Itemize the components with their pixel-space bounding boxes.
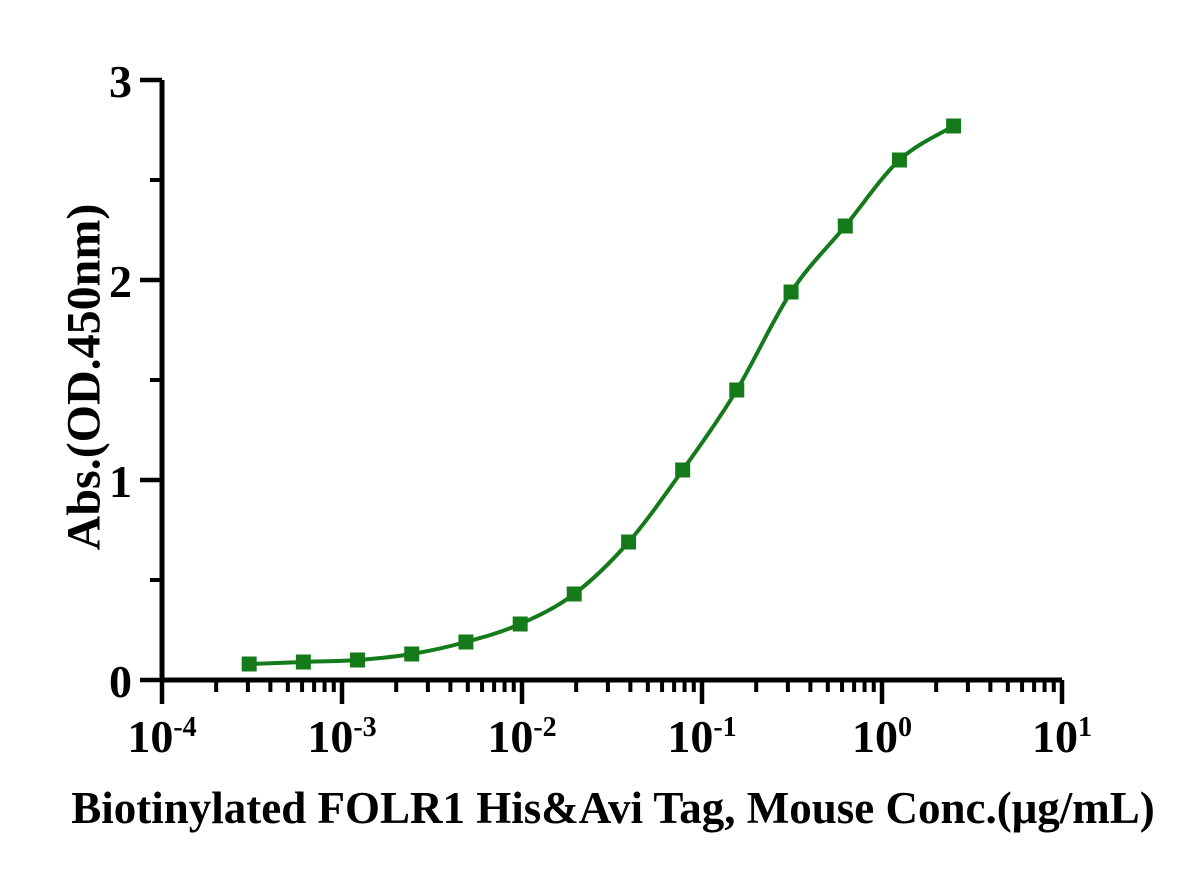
x-tick-label: 10-3: [307, 711, 376, 762]
x-tick-label: 10-2: [487, 711, 556, 762]
x-tick-label: 100: [852, 711, 912, 762]
data-point-marker: [512, 616, 528, 632]
y-tick-label: 2: [109, 256, 132, 307]
data-point-marker: [621, 534, 637, 550]
axis-spines: [159, 80, 1062, 683]
data-point-marker: [241, 656, 257, 672]
data-point-marker: [946, 118, 962, 134]
data-point-marker: [891, 152, 907, 168]
data-point-marker: [458, 634, 474, 650]
x-axis-ticks: [159, 680, 1065, 704]
data-point-marker: [837, 218, 853, 234]
data-point-marker: [404, 646, 420, 662]
y-axis-ticks: [140, 77, 162, 683]
x-axis-tick-labels: 10-4 10-3 10-2 10-1 100 101: [127, 711, 1092, 762]
x-axis-title: Biotinylated FOLR1 His&Avi Tag, Mouse Co…: [71, 783, 1155, 833]
dose-response-curve: [249, 124, 955, 666]
data-point-marker: [729, 382, 745, 398]
data-point-marker: [783, 284, 799, 300]
y-tick-label: 3: [109, 56, 132, 107]
data-point-marker: [566, 586, 582, 602]
data-point-markers: [241, 118, 962, 672]
x-tick-label: 10-4: [127, 711, 196, 762]
data-point-marker: [295, 654, 311, 670]
data-point-marker: [350, 652, 366, 668]
x-tick-label: 10-1: [667, 711, 736, 762]
y-tick-label: 1: [109, 456, 132, 507]
y-axis-title: Abs.(OD.450nm): [57, 203, 111, 551]
x-tick-label: 101: [1032, 711, 1092, 762]
data-point-marker: [675, 462, 691, 478]
y-axis-tick-labels: 0 1 2 3: [109, 56, 132, 707]
y-tick-label: 0: [109, 656, 132, 707]
